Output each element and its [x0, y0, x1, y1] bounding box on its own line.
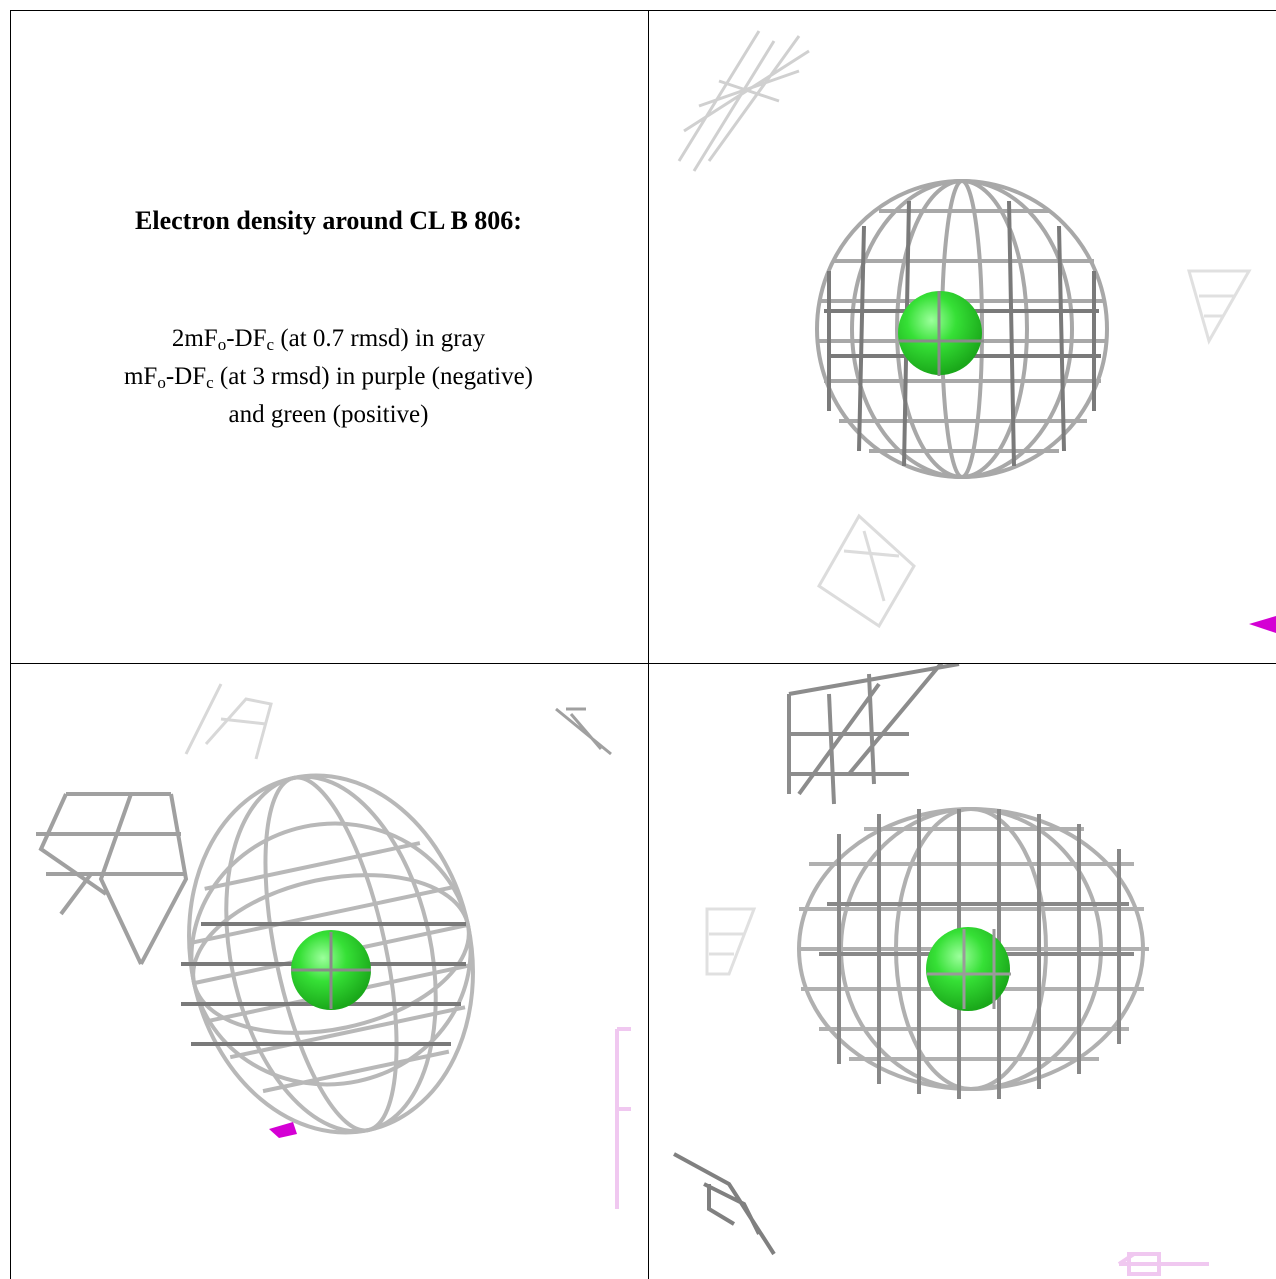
caption-subscript: c — [266, 335, 275, 354]
mesh-fragment — [705, 907, 757, 976]
border-middle-vertical — [648, 10, 649, 1279]
caption-text: (at 3 rmsd) in purple (negative) — [213, 363, 534, 390]
caption-cell: Electron density around CL B 806: 2mFo-D… — [10, 0, 647, 662]
density-mesh-overlay — [927, 929, 1011, 1009]
caption-line-3: and green (positive) — [228, 401, 429, 428]
mesh-fragment — [184, 683, 273, 760]
mesh-fragment — [817, 513, 916, 629]
border-middle-horizontal — [10, 663, 1276, 664]
negative-density-blob — [269, 1122, 297, 1138]
density-mesh-overlay — [291, 932, 371, 1009]
mesh-fragment — [677, 30, 810, 172]
mesh-fragment — [673, 1152, 776, 1256]
caption-text: (at 0.7 rmsd) in gray — [274, 325, 486, 352]
mesh-fragment — [787, 664, 960, 805]
density-view-bottom-left — [11, 664, 648, 1279]
mesh-fragment — [1187, 269, 1252, 345]
border-left — [10, 10, 11, 1279]
caption-line-2: mFo-DFc (at 3 rmsd) in purple (negative) — [10, 358, 647, 396]
chloride-atom — [926, 927, 1010, 1011]
caption-title: Electron density around CL B 806: — [135, 206, 522, 235]
caption-text: -DF — [226, 325, 267, 352]
mesh-fragment — [555, 707, 612, 756]
mesh-fragment — [36, 792, 189, 965]
caption-text: mF — [123, 363, 158, 390]
caption-text: -DF — [165, 363, 207, 390]
caption-body: 2mFo-DFc (at 0.7 rmsd) in gray mFo-DFc (… — [10, 320, 647, 434]
caption-line-1: 2mFo-DFc (at 0.7 rmsd) in gray — [10, 320, 647, 358]
caption-text: 2mF — [171, 325, 218, 352]
negative-density-blob — [1249, 616, 1276, 633]
density-view-bottom-right — [649, 664, 1276, 1279]
faint-positive-fragment — [615, 1027, 631, 1209]
caption-subscript: o — [157, 373, 166, 392]
density-mesh — [797, 807, 1149, 1091]
caption-subscript: o — [217, 335, 227, 354]
density-mesh-overlay — [899, 291, 984, 376]
caption-subscript: c — [206, 373, 214, 392]
faint-negative-fragment — [1117, 1252, 1209, 1276]
border-top — [10, 10, 1276, 11]
density-view-top-right — [649, 11, 1276, 663]
